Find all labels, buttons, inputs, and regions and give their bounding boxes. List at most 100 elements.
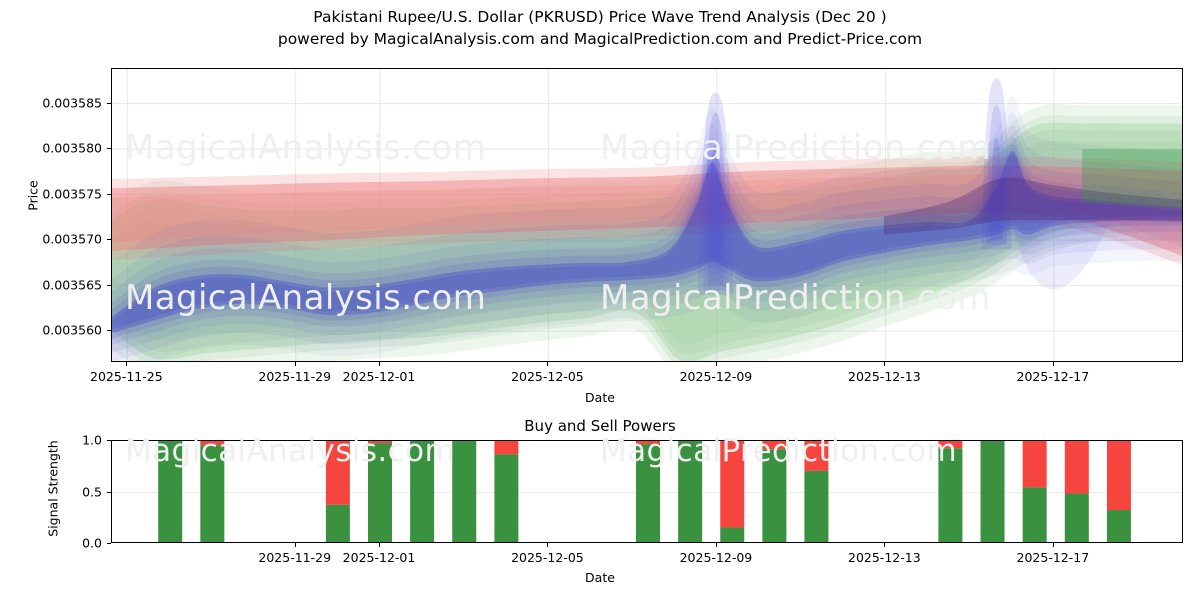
red-band-layer-0 bbox=[112, 174, 1182, 265]
price-ytick-mark-4 bbox=[107, 148, 111, 150]
signal-xtick-mark-2 bbox=[547, 543, 549, 547]
price-xtick-mark-5 bbox=[884, 362, 886, 366]
signal-ytick-mark-2 bbox=[107, 440, 111, 441]
price-ytick-label-5: 0.003585 bbox=[42, 95, 102, 111]
signal-x-axis-label: Date bbox=[585, 570, 615, 585]
buy-power-bar-13 bbox=[980, 441, 1005, 542]
signal-xtick-label-0: 2025-11-29 bbox=[258, 550, 332, 565]
sell-power-bar-9 bbox=[720, 441, 745, 528]
signal-xtick-mark-4 bbox=[884, 543, 886, 547]
purple-overlap-right bbox=[883, 177, 1182, 235]
buy-power-bar-10 bbox=[762, 449, 787, 542]
signal-xtick-mark-5 bbox=[1052, 543, 1054, 547]
sell-power-bar-16 bbox=[1106, 441, 1131, 511]
blue-wave-layer-4 bbox=[112, 143, 1182, 339]
signal-xtick-label-1: 2025-12-01 bbox=[342, 550, 416, 565]
buy-power-bar-12 bbox=[938, 448, 963, 542]
blue-wave-layer-2 bbox=[112, 125, 1182, 353]
price-ytick-mark-5 bbox=[107, 102, 111, 104]
signal-xtick-mark-3 bbox=[715, 543, 717, 547]
price-x-axis-label: Date bbox=[585, 390, 615, 405]
signal-ytick-label-1: 0.5 bbox=[82, 484, 102, 499]
price-xtick-label-0: 2025-11-25 bbox=[90, 369, 163, 384]
blue-wave-layer-3 bbox=[112, 136, 1182, 345]
blue-wave-layer-0 bbox=[112, 96, 1182, 361]
title-line-2: powered by MagicalAnalysis.com and Magic… bbox=[277, 30, 923, 48]
buy-power-bar-0 bbox=[158, 441, 183, 542]
sell-power-bar-11 bbox=[804, 441, 829, 471]
blue-spike-dec16-mid bbox=[985, 105, 1007, 245]
sell-power-bar-12 bbox=[938, 441, 963, 449]
price-xtick-mark-0 bbox=[126, 362, 128, 366]
price-xtick-label-6: 2025-12-17 bbox=[1016, 369, 1090, 384]
signal-xtick-mark-0 bbox=[294, 543, 296, 547]
buy-power-bar-1 bbox=[200, 445, 225, 542]
price-ytick-label-1: 0.003565 bbox=[42, 277, 102, 293]
signal-xtick-label-4: 2025-12-13 bbox=[848, 550, 921, 565]
price-xtick-label-5: 2025-12-13 bbox=[848, 369, 921, 384]
green-band-layer-2 bbox=[112, 122, 1182, 361]
green-band-layer-1 bbox=[112, 129, 1182, 361]
signal-ytick-label-0: 0.0 bbox=[82, 535, 102, 551]
buy-power-bar-14 bbox=[1022, 487, 1047, 542]
buy-power-bar-3 bbox=[368, 443, 392, 542]
price-ytick-label-2: 0.003570 bbox=[42, 231, 102, 247]
buy-power-bar-11 bbox=[804, 470, 829, 542]
title-line-1: Pakistani Rupee/U.S. Dollar (PKRUSD) Pri… bbox=[313, 8, 887, 26]
price-ytick-mark-2 bbox=[107, 239, 111, 241]
sell-power-bar-1 bbox=[200, 441, 225, 446]
buy-power-bar-9 bbox=[720, 527, 745, 542]
sell-power-bar-3 bbox=[368, 441, 392, 444]
buy-power-bar-16 bbox=[1106, 510, 1131, 542]
signal-xtick-mark-1 bbox=[379, 543, 380, 547]
signal-xtick-label-3: 2025-12-09 bbox=[679, 550, 753, 565]
signal-ytick-mark-0 bbox=[107, 543, 111, 544]
buy-power-bar-7 bbox=[636, 444, 660, 542]
blue-lobe-dec18 bbox=[1012, 223, 1109, 290]
buy-power-bar-8 bbox=[678, 441, 703, 542]
buy-sell-bars bbox=[112, 441, 1182, 542]
price-xtick-mark-4 bbox=[715, 362, 717, 366]
sell-power-bar-14 bbox=[1022, 441, 1047, 488]
page-title: Pakistani Rupee/U.S. Dollar (PKRUSD) Pri… bbox=[0, 6, 1200, 50]
price-wave-series bbox=[112, 69, 1182, 361]
blue-spike-dec09-inner bbox=[707, 144, 724, 286]
price-xtick-label-1: 2025-11-29 bbox=[258, 369, 332, 384]
green-band-layer-0 bbox=[112, 140, 1182, 361]
blue-wave-layer-1 bbox=[112, 112, 1182, 361]
price-xtick-mark-2 bbox=[379, 362, 380, 366]
buy-power-bar-15 bbox=[1064, 493, 1089, 542]
price-ytick-label-0: 0.003560 bbox=[42, 322, 102, 338]
signal-ytick-label-2: 1.0 bbox=[82, 432, 102, 448]
sell-power-bar-6 bbox=[494, 441, 519, 455]
red-band-layer-2 bbox=[112, 156, 1182, 247]
price-xtick-label-3: 2025-12-05 bbox=[511, 369, 584, 384]
buy-sell-powers-plot bbox=[111, 440, 1183, 543]
signal-xtick-label-2: 2025-12-05 bbox=[511, 550, 584, 565]
buy-power-bar-6 bbox=[494, 454, 519, 542]
buy-power-bar-4 bbox=[410, 441, 435, 542]
green-wedge-right bbox=[1082, 149, 1182, 209]
price-xtick-mark-1 bbox=[294, 362, 296, 366]
price-ytick-mark-3 bbox=[107, 193, 111, 195]
sell-power-bar-15 bbox=[1064, 441, 1089, 494]
sell-power-bar-7 bbox=[636, 441, 660, 445]
green-band-layer-4 bbox=[112, 104, 1182, 344]
blue-spike-dec09-outer bbox=[697, 92, 734, 295]
price-xtick-label-4: 2025-12-09 bbox=[679, 369, 753, 384]
price-xtick-label-2: 2025-12-01 bbox=[342, 369, 416, 384]
price-ytick-label-3: 0.003575 bbox=[42, 186, 102, 202]
signal-xtick-label-5: 2025-12-17 bbox=[1016, 550, 1090, 565]
sell-power-bar-10 bbox=[762, 441, 787, 450]
red-band-layer-1 bbox=[112, 165, 1182, 256]
blue-wave-layer-5 bbox=[112, 150, 1182, 333]
price-wave-plot bbox=[111, 68, 1183, 362]
price-xtick-mark-6 bbox=[1052, 362, 1054, 366]
sell-power-bar-2 bbox=[325, 441, 350, 505]
signal-chart-title: Buy and Sell Powers bbox=[524, 417, 676, 435]
green-band-layer-3 bbox=[112, 115, 1182, 355]
blue-spike-dec09-mid bbox=[703, 112, 728, 291]
signal-ytick-mark-1 bbox=[107, 491, 111, 493]
price-ytick-mark-1 bbox=[107, 284, 111, 286]
